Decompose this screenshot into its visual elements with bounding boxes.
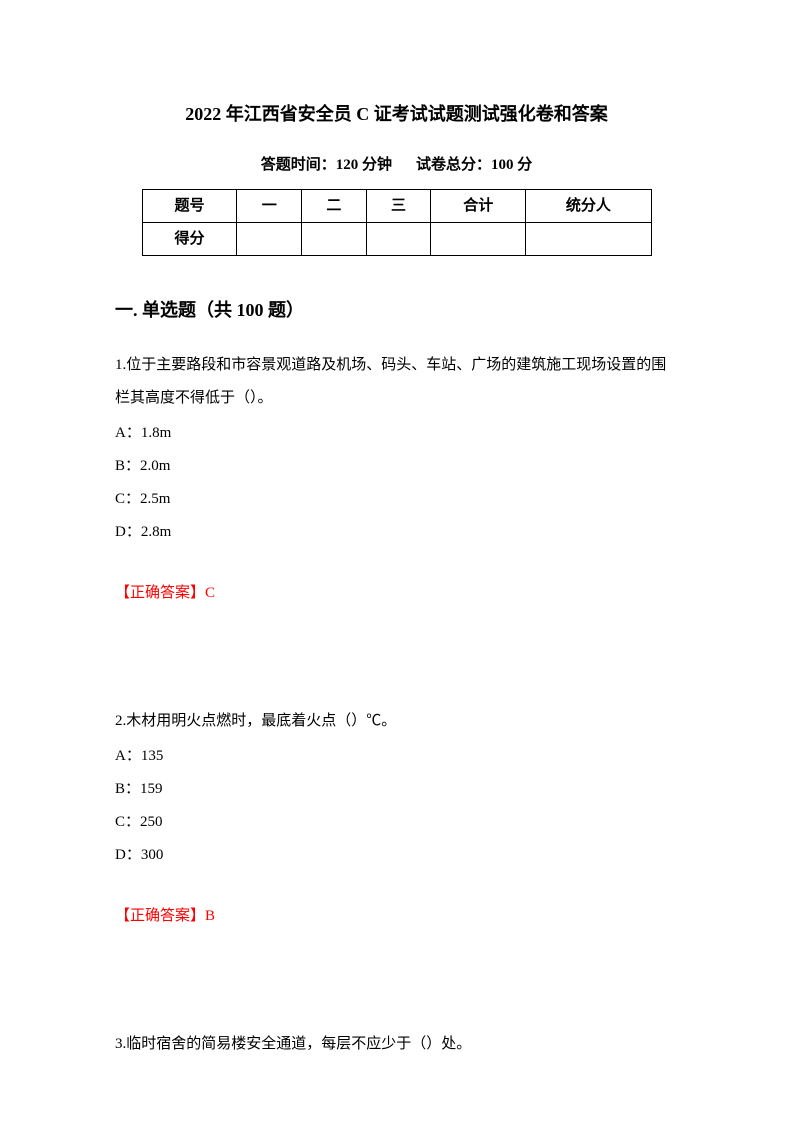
time-label: 答题时间：120 分钟 bbox=[261, 157, 392, 173]
option-d: D：2.8m bbox=[115, 516, 678, 549]
question-block: 2.木材用明火点燃时，最底着火点（）℃。 A：135 B：159 C：250 D… bbox=[115, 705, 678, 933]
table-header-cell: 合计 bbox=[431, 189, 526, 222]
question-text: 1.位于主要路段和市容景观道路及机场、码头、车站、广场的建筑施工现场设置的围栏其… bbox=[115, 349, 678, 415]
table-cell bbox=[431, 222, 526, 255]
table-header-cell: 三 bbox=[366, 189, 431, 222]
table-header-cell: 统分人 bbox=[526, 189, 651, 222]
question-block: 1.位于主要路段和市容景观道路及机场、码头、车站、广场的建筑施工现场设置的围栏其… bbox=[115, 349, 678, 610]
question-block: 3.临时宿舍的简易楼安全通道，每层不应少于（）处。 bbox=[115, 1028, 678, 1061]
option-d: D：300 bbox=[115, 839, 678, 872]
table-cell bbox=[237, 222, 302, 255]
option-c: C：2.5m bbox=[115, 483, 678, 516]
option-b: B：2.0m bbox=[115, 450, 678, 483]
table-header-cell: 二 bbox=[302, 189, 367, 222]
option-b: B：159 bbox=[115, 773, 678, 806]
section-heading: 一. 单选题（共 100 题） bbox=[115, 296, 678, 325]
option-a: A：1.8m bbox=[115, 417, 678, 450]
document-title: 2022 年江西省安全员 C 证考试试题测试强化卷和答案 bbox=[115, 100, 678, 129]
score-table: 题号 一 二 三 合计 统分人 得分 bbox=[142, 189, 652, 256]
document-subtitle: 答题时间：120 分钟 试卷总分：100 分 bbox=[115, 153, 678, 177]
option-a: A：135 bbox=[115, 740, 678, 773]
table-header-cell: 题号 bbox=[142, 189, 237, 222]
table-header-cell: 一 bbox=[237, 189, 302, 222]
table-row-label: 得分 bbox=[142, 222, 237, 255]
option-c: C：250 bbox=[115, 806, 678, 839]
answer-text: 【正确答案】C bbox=[115, 577, 678, 610]
question-text: 2.木材用明火点燃时，最底着火点（）℃。 bbox=[115, 705, 678, 738]
table-cell bbox=[302, 222, 367, 255]
table-score-row: 得分 bbox=[142, 222, 651, 255]
score-label: 试卷总分：100 分 bbox=[416, 157, 532, 173]
answer-text: 【正确答案】B bbox=[115, 900, 678, 933]
table-header-row: 题号 一 二 三 合计 统分人 bbox=[142, 189, 651, 222]
question-text: 3.临时宿舍的简易楼安全通道，每层不应少于（）处。 bbox=[115, 1028, 678, 1061]
table-cell bbox=[526, 222, 651, 255]
table-cell bbox=[366, 222, 431, 255]
